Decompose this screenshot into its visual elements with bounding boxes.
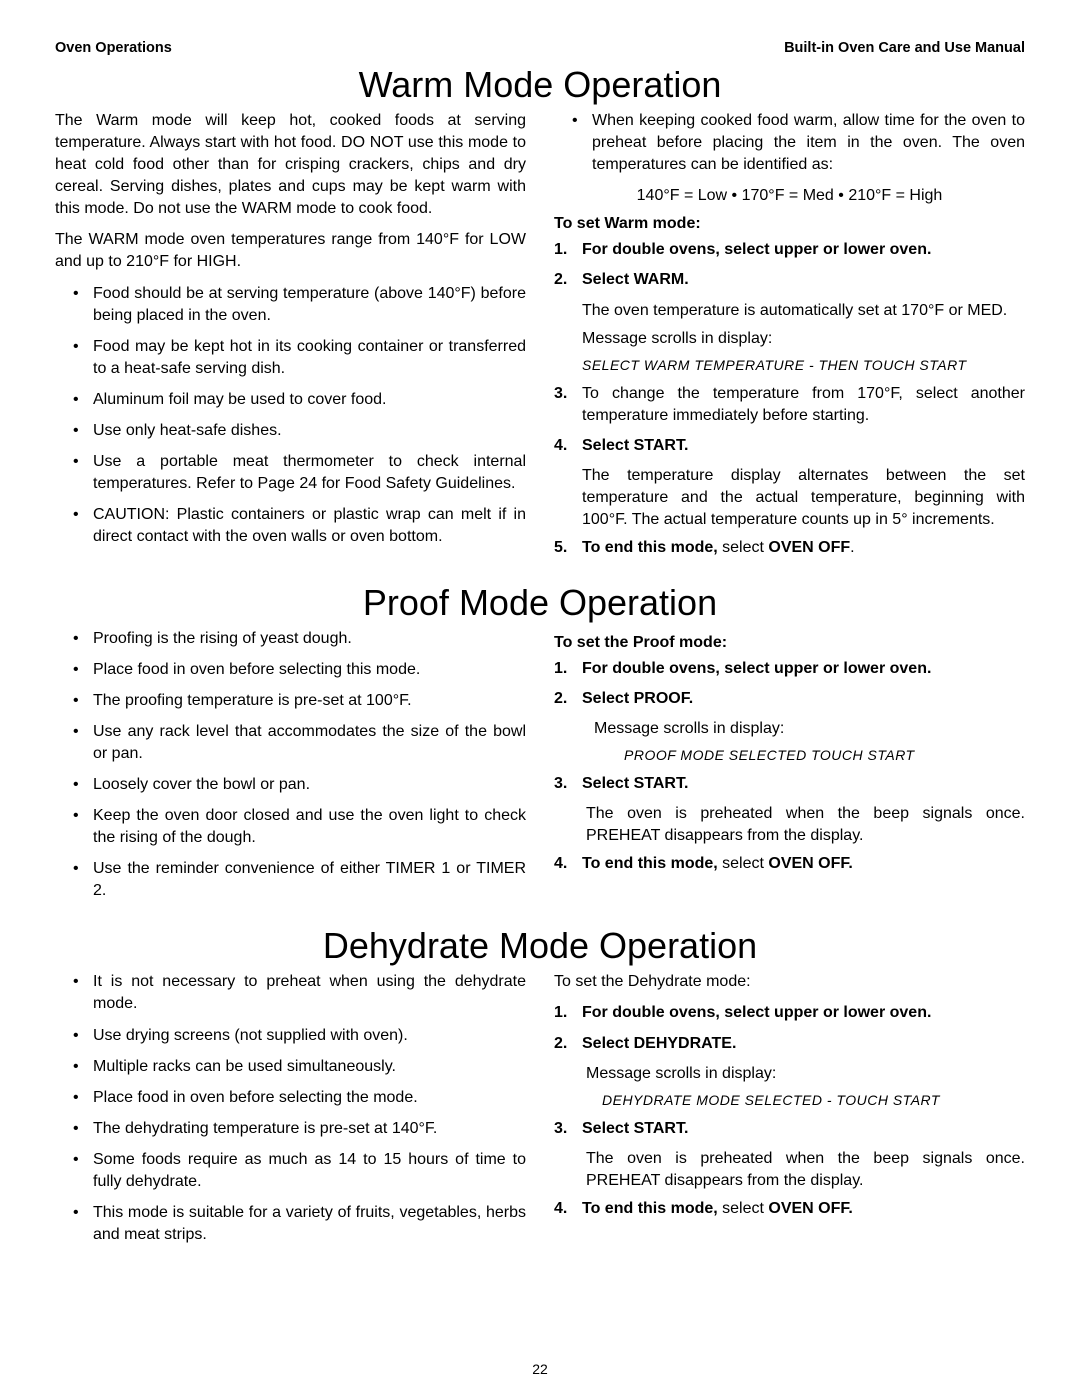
list-item: Food may be kept hot in its cooking cont… [55, 336, 526, 380]
dehy-set-heading: To set the Dehydrate mode: [554, 971, 1025, 993]
list-item: This mode is suitable for a variety of f… [55, 1202, 526, 1246]
step-sub: The temperature display alternates betwe… [554, 465, 1025, 531]
step-sub: Message scrolls in display: [554, 328, 1025, 350]
step-sub: Message scrolls in display: [554, 718, 1025, 740]
list-item: Loosely cover the bowl or pan. [55, 774, 526, 796]
proof-section: Proofing is the rising of yeast dough. P… [55, 628, 1025, 912]
list-item: Use any rack level that accommodates the… [55, 721, 526, 765]
dehy-left-col: It is not necessary to preheat when usin… [55, 971, 526, 1255]
list-item: When keeping cooked food warm, allow tim… [554, 110, 1025, 176]
warm-left-list: Food should be at serving temperature (a… [55, 283, 526, 549]
proof-title: Proof Mode Operation [55, 582, 1025, 624]
dehy-section: It is not necessary to preheat when usin… [55, 971, 1025, 1255]
step-m: select [718, 539, 769, 556]
step-m: select [718, 1200, 769, 1217]
step-text: To change the temperature from 170°F, se… [582, 385, 1025, 424]
list-item: Use drying screens (not supplied with ov… [55, 1025, 526, 1047]
warm-title: Warm Mode Operation [55, 64, 1025, 106]
list-item: Some foods require as much as 14 to 15 h… [55, 1149, 526, 1193]
step-text: For double ovens, select upper or lower … [582, 241, 931, 258]
list-item: The proofing temperature is pre-set at 1… [55, 690, 526, 712]
list-item: It is not necessary to preheat when usin… [55, 971, 526, 1015]
step-b: To end this mode, [582, 855, 718, 872]
list-item: The dehydrating temperature is pre-set a… [55, 1118, 526, 1140]
step-b: To end this mode, [582, 539, 718, 556]
proof-steps-end: 4.To end this mode, select OVEN OFF. [554, 853, 1025, 875]
list-item: Keep the oven door closed and use the ov… [55, 805, 526, 849]
step-text: Select PROOF. [582, 690, 693, 707]
step-item: 4.To end this mode, select OVEN OFF. [554, 1198, 1025, 1220]
list-item: Multiple racks can be used simultaneousl… [55, 1056, 526, 1078]
step-e: OVEN OFF [768, 539, 850, 556]
step-item: 4.Select START. [554, 435, 1025, 457]
warm-p1: The Warm mode will keep hot, cooked food… [55, 110, 526, 220]
step-item: 4.To end this mode, select OVEN OFF. [554, 853, 1025, 875]
list-item: Use the reminder convenience of either T… [55, 858, 526, 902]
step-m: select [718, 855, 769, 872]
list-item: Place food in oven before selecting this… [55, 659, 526, 681]
warm-temps: 140°F = Low • 170°F = Med • 210°F = High [554, 185, 1025, 207]
step-e: OVEN OFF. [768, 1200, 852, 1217]
step-item: 3.Select START. [554, 1118, 1025, 1140]
step-item: 3.To change the temperature from 170°F, … [554, 383, 1025, 427]
step-text: Select DEHYDRATE. [582, 1035, 736, 1052]
step-sub: The oven is preheated when the beep sign… [554, 803, 1025, 847]
header-right: Built-in Oven Care and Use Manual [784, 40, 1025, 56]
proof-left-col: Proofing is the rising of yeast dough. P… [55, 628, 526, 912]
warm-set-heading: To set Warm mode: [554, 213, 1025, 235]
step-item: 1.For double ovens, select upper or lowe… [554, 239, 1025, 261]
page-number: 22 [0, 1361, 1080, 1377]
step-text: Select START. [582, 1120, 688, 1137]
step-sub: Message scrolls in display: [554, 1063, 1025, 1085]
step-e: OVEN OFF. [768, 855, 852, 872]
proof-steps: 1.For double ovens, select upper or lowe… [554, 658, 1025, 710]
warm-steps-end: 5.To end this mode, select OVEN OFF. [554, 537, 1025, 559]
step-item: 2.Select DEHYDRATE. [554, 1033, 1025, 1055]
step-text: Select START. [582, 437, 688, 454]
display-message: PROOF MODE SELECTED TOUCH START [624, 746, 1025, 765]
step-text: Select WARM. [582, 271, 689, 288]
dehy-steps-cont: 3.Select START. [554, 1118, 1025, 1140]
dehy-left-list: It is not necessary to preheat when usin… [55, 971, 526, 1246]
page-header: Oven Operations Built-in Oven Care and U… [55, 40, 1025, 56]
list-item: CAUTION: Plastic containers or plastic w… [55, 504, 526, 548]
proof-steps-cont: 3.Select START. [554, 773, 1025, 795]
proof-left-list: Proofing is the rising of yeast dough. P… [55, 628, 526, 903]
step-sub: The oven is preheated when the beep sign… [554, 1148, 1025, 1192]
dehy-title: Dehydrate Mode Operation [55, 925, 1025, 967]
warm-right-col: When keeping cooked food warm, allow tim… [554, 110, 1025, 568]
list-item: Use only heat-safe dishes. [55, 420, 526, 442]
step-text: Select START. [582, 775, 688, 792]
list-item: Food should be at serving temperature (a… [55, 283, 526, 327]
step-text: For double ovens, select upper or lower … [582, 660, 931, 677]
step-item: 5.To end this mode, select OVEN OFF. [554, 537, 1025, 559]
step-item: 1.For double ovens, select upper or lowe… [554, 658, 1025, 680]
dehy-right-col: To set the Dehydrate mode: 1.For double … [554, 971, 1025, 1255]
list-item: Place food in oven before selecting the … [55, 1087, 526, 1109]
proof-set-heading: To set the Proof mode: [554, 632, 1025, 654]
proof-right-col: To set the Proof mode: 1.For double oven… [554, 628, 1025, 912]
dehy-steps: 1.For double ovens, select upper or lowe… [554, 1002, 1025, 1054]
dehy-steps-end: 4.To end this mode, select OVEN OFF. [554, 1198, 1025, 1220]
list-item: Proofing is the rising of yeast dough. [55, 628, 526, 650]
warm-left-col: The Warm mode will keep hot, cooked food… [55, 110, 526, 568]
step-item: 2.Select PROOF. [554, 688, 1025, 710]
warm-right-list: When keeping cooked food warm, allow tim… [554, 110, 1025, 176]
list-item: Use a portable meat thermometer to check… [55, 451, 526, 495]
warm-p2: The WARM mode oven temperatures range fr… [55, 229, 526, 273]
warm-section: The Warm mode will keep hot, cooked food… [55, 110, 1025, 568]
step-item: 2.Select WARM. [554, 269, 1025, 291]
step-item: 1.For double ovens, select upper or lowe… [554, 1002, 1025, 1024]
step-text: For double ovens, select upper or lower … [582, 1004, 931, 1021]
step-sub: The oven temperature is automatically se… [554, 300, 1025, 322]
warm-steps: 1.For double ovens, select upper or lowe… [554, 239, 1025, 291]
list-item: Aluminum foil may be used to cover food. [55, 389, 526, 411]
step-b: To end this mode, [582, 1200, 718, 1217]
display-message: SELECT WARM TEMPERATURE - THEN TOUCH STA… [582, 356, 1025, 375]
warm-steps-cont: 3.To change the temperature from 170°F, … [554, 383, 1025, 457]
header-left: Oven Operations [55, 40, 172, 56]
display-message: DEHYDRATE MODE SELECTED - TOUCH START [602, 1091, 1025, 1110]
step-item: 3.Select START. [554, 773, 1025, 795]
